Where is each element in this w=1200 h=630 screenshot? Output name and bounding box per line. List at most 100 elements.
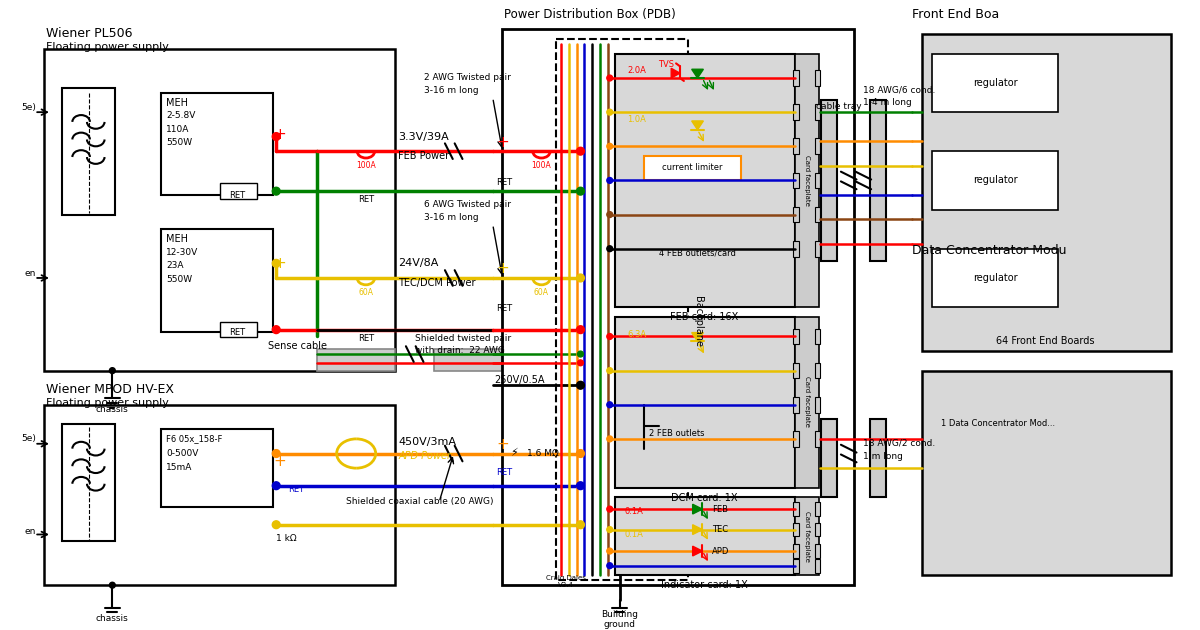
Text: 3.3V/39A: 3.3V/39A bbox=[398, 132, 449, 142]
Text: +: + bbox=[497, 135, 509, 149]
Circle shape bbox=[576, 521, 584, 529]
Bar bbox=[503, 29, 853, 585]
Text: Card faceplate: Card faceplate bbox=[804, 511, 810, 562]
Text: FEB card: 16X: FEB card: 16X bbox=[671, 312, 738, 322]
Circle shape bbox=[577, 351, 583, 357]
Bar bbox=[556, 39, 688, 580]
Text: 6.3A: 6.3A bbox=[628, 329, 647, 339]
Bar bbox=[317, 349, 395, 370]
Text: Building
ground: Building ground bbox=[601, 610, 638, 629]
Bar bbox=[220, 322, 257, 338]
Text: APD Power: APD Power bbox=[398, 450, 451, 461]
Text: 2.0A: 2.0A bbox=[628, 66, 646, 76]
Bar bbox=[793, 431, 799, 447]
Text: 1.0A: 1.0A bbox=[628, 115, 646, 124]
Text: 0.1A: 0.1A bbox=[624, 530, 643, 539]
Text: RET: RET bbox=[229, 191, 245, 200]
Text: 3-16 m long: 3-16 m long bbox=[425, 212, 479, 222]
Bar bbox=[931, 151, 1058, 210]
Bar bbox=[793, 241, 799, 256]
Bar bbox=[815, 105, 821, 120]
Text: regulator: regulator bbox=[973, 273, 1018, 283]
Bar bbox=[796, 317, 820, 488]
Bar bbox=[614, 317, 796, 488]
Bar bbox=[815, 559, 821, 573]
Text: en: en bbox=[25, 527, 36, 536]
Circle shape bbox=[576, 274, 584, 282]
Text: 1.6 MΩ: 1.6 MΩ bbox=[527, 449, 559, 457]
Bar bbox=[793, 397, 799, 413]
Bar bbox=[815, 544, 821, 558]
Text: RET: RET bbox=[497, 304, 512, 313]
Circle shape bbox=[109, 368, 115, 374]
Bar bbox=[815, 139, 821, 154]
Circle shape bbox=[576, 450, 584, 457]
Bar bbox=[922, 34, 1170, 351]
Text: Card faceplate: Card faceplate bbox=[804, 155, 810, 206]
Bar bbox=[815, 397, 821, 413]
Bar bbox=[815, 173, 821, 188]
Circle shape bbox=[607, 436, 613, 442]
Text: RET: RET bbox=[497, 468, 512, 477]
Bar bbox=[161, 229, 274, 331]
Text: Power Distribution Box (PDB): Power Distribution Box (PDB) bbox=[504, 8, 676, 21]
Circle shape bbox=[272, 521, 280, 529]
Text: MEH: MEH bbox=[166, 234, 188, 244]
Circle shape bbox=[607, 75, 613, 81]
Bar bbox=[870, 420, 886, 498]
Bar bbox=[220, 183, 257, 199]
Text: 100A: 100A bbox=[356, 161, 376, 170]
Text: F6 05x_158-F: F6 05x_158-F bbox=[166, 434, 222, 443]
Circle shape bbox=[607, 506, 613, 512]
Bar bbox=[61, 424, 115, 541]
Text: 1 kΩ: 1 kΩ bbox=[276, 534, 296, 544]
Text: 64 Front End Boards: 64 Front End Boards bbox=[996, 336, 1094, 346]
Text: 24V/8A: 24V/8A bbox=[398, 258, 438, 268]
Text: 550W: 550W bbox=[166, 275, 192, 284]
Text: 1-4 m long: 1-4 m long bbox=[863, 98, 912, 106]
Polygon shape bbox=[692, 546, 702, 556]
Bar bbox=[793, 207, 799, 222]
Text: with drain:  22 AWG: with drain: 22 AWG bbox=[415, 346, 504, 355]
Circle shape bbox=[607, 563, 613, 569]
Text: 110A: 110A bbox=[166, 125, 190, 134]
Text: TEC: TEC bbox=[712, 525, 728, 534]
Text: Floating power supply: Floating power supply bbox=[46, 42, 169, 52]
Bar bbox=[815, 207, 821, 222]
Text: Craig Dales
V3.4: Craig Dales V3.4 bbox=[546, 575, 586, 588]
Text: 18 AWG/6 cond.: 18 AWG/6 cond. bbox=[863, 86, 936, 95]
Text: regulator: regulator bbox=[973, 78, 1018, 88]
Bar bbox=[931, 54, 1058, 112]
Text: regulator: regulator bbox=[973, 175, 1018, 185]
Text: 0.1A: 0.1A bbox=[624, 507, 643, 516]
Text: 3-16 m long: 3-16 m long bbox=[425, 86, 479, 95]
Text: +: + bbox=[274, 256, 287, 271]
Text: 2 AWG Twisted pair: 2 AWG Twisted pair bbox=[425, 73, 511, 82]
Text: en: en bbox=[25, 268, 36, 278]
Text: 250V/0.5A: 250V/0.5A bbox=[494, 375, 545, 386]
Text: 15mA: 15mA bbox=[166, 463, 192, 472]
Bar bbox=[931, 249, 1058, 307]
Bar bbox=[793, 363, 799, 379]
Bar bbox=[614, 498, 796, 575]
Bar bbox=[434, 349, 503, 370]
Text: chassis: chassis bbox=[96, 614, 128, 624]
Text: 100A: 100A bbox=[532, 161, 551, 170]
Bar bbox=[815, 363, 821, 379]
Circle shape bbox=[607, 144, 613, 149]
Bar bbox=[870, 100, 886, 261]
Circle shape bbox=[577, 360, 583, 366]
Bar bbox=[793, 559, 799, 573]
Circle shape bbox=[607, 368, 613, 374]
Text: Floating power supply: Floating power supply bbox=[46, 398, 169, 408]
Text: Sense cable: Sense cable bbox=[269, 341, 328, 352]
Text: 60A: 60A bbox=[359, 288, 373, 297]
Circle shape bbox=[109, 582, 115, 588]
Circle shape bbox=[607, 333, 613, 340]
Text: 1 Data Concentrator Mod...: 1 Data Concentrator Mod... bbox=[941, 420, 1056, 428]
Text: 60A: 60A bbox=[534, 288, 548, 297]
Text: RET: RET bbox=[497, 178, 512, 186]
Text: Data Concentrator Modu: Data Concentrator Modu bbox=[912, 244, 1067, 257]
Text: RET: RET bbox=[358, 333, 374, 343]
Text: 550W: 550W bbox=[166, 139, 192, 147]
